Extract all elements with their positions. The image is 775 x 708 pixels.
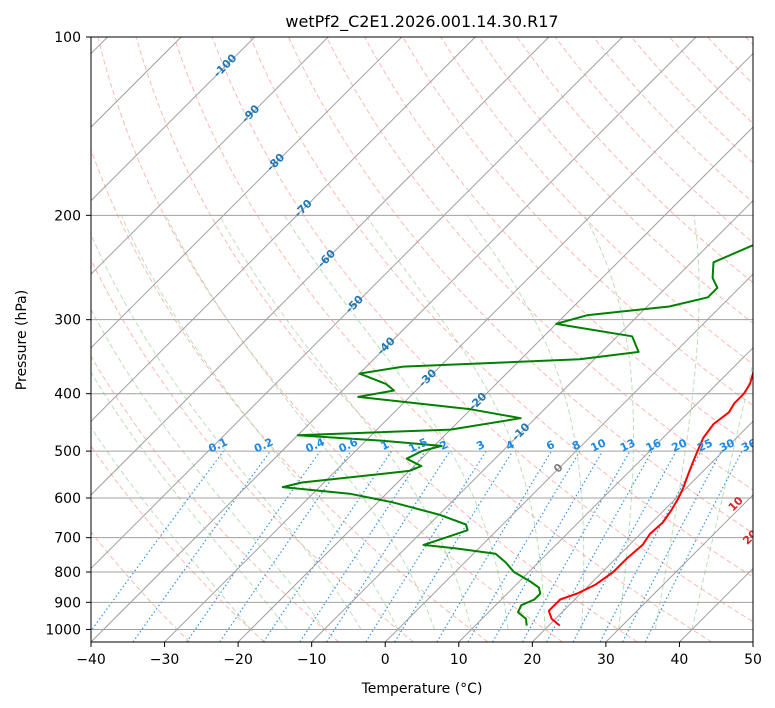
x-tick-label: −10 xyxy=(297,652,327,668)
mixing-ratio-label: 36 xyxy=(739,436,759,454)
mixing-ratio-line xyxy=(394,450,514,642)
dry-adiabat-line xyxy=(326,37,753,491)
dry-adiabat-line xyxy=(516,37,753,284)
mixing-ratio-line xyxy=(299,450,426,642)
isotherm-line xyxy=(458,347,753,642)
mixing-ratio-label: 10 xyxy=(589,436,609,454)
x-axis-title: Temperature (°C) xyxy=(361,681,483,697)
isotherm-line xyxy=(531,420,753,642)
x-tick-label: 0 xyxy=(381,652,390,668)
axis-ticks: −40 −30 −20 −10 0 10 20 30 40 50 100 200 300 400 500 60… xyxy=(45,30,762,668)
mixing-ratio-line xyxy=(521,450,631,642)
isotherm-line xyxy=(91,37,256,202)
chart-title: wetPf2_C2E1.2026.001.14.30.R17 xyxy=(285,12,558,32)
mixing-ratio-line xyxy=(644,450,743,642)
isotherm-line xyxy=(237,126,753,642)
dry-adiabat-line xyxy=(91,355,340,642)
y-tick-label: 800 xyxy=(54,565,81,581)
temperature-profile xyxy=(547,369,753,627)
dry-adiabat-line xyxy=(249,37,753,578)
isotherm-line xyxy=(91,37,476,423)
y-tick-label: 400 xyxy=(54,387,81,403)
mixing-ratio-label: 20 xyxy=(670,436,690,454)
y-tick-label: 700 xyxy=(54,531,81,547)
x-tick-label: 50 xyxy=(744,652,762,668)
isotherm-line xyxy=(311,199,753,642)
dry-adiabat-line xyxy=(91,445,265,642)
mixing-ratio-line xyxy=(91,450,224,632)
isotherm-line xyxy=(91,37,329,275)
y-axis-title: Pressure (hPa) xyxy=(14,290,30,390)
isotherm-line xyxy=(164,52,753,642)
mixing-ratio-line xyxy=(132,450,271,642)
series-layer xyxy=(281,244,753,627)
x-tick-label: −30 xyxy=(150,652,180,668)
isotherm-line xyxy=(384,273,753,642)
y-tick-label: 600 xyxy=(54,491,81,507)
dry-adiabat-line xyxy=(211,37,753,623)
moist-adiabat-line xyxy=(120,215,399,630)
x-tick-label: 20 xyxy=(523,652,541,668)
x-tick-label: −40 xyxy=(76,652,106,668)
mixing-ratio-label: 16 xyxy=(644,436,664,454)
isotherm-line xyxy=(91,37,697,642)
isotherm-line xyxy=(91,37,550,496)
y-tick-label: 500 xyxy=(54,444,81,460)
dry-adiabat-line xyxy=(91,531,191,642)
mixing-ratio-label: 25 xyxy=(695,436,714,454)
mixing-ratio-line xyxy=(186,450,321,642)
x-tick-label: 40 xyxy=(671,652,689,668)
y-tick-label: 300 xyxy=(54,313,81,329)
moist-adiabat-line xyxy=(91,308,325,630)
y-tick-label: 200 xyxy=(54,208,81,224)
mixing-ratio-line xyxy=(326,450,451,642)
mixing-ratio-line xyxy=(219,450,352,642)
y-tick-label: 1000 xyxy=(45,622,81,638)
y-tick-label: 100 xyxy=(54,30,81,46)
dewpoint-profile xyxy=(281,244,753,626)
mixing-ratio-line xyxy=(262,450,392,642)
moist-adiabat-line xyxy=(218,215,472,630)
x-tick-label: 30 xyxy=(597,652,615,668)
mixing-ratio-label: 30 xyxy=(717,436,737,454)
mixing-ratio-label: 13 xyxy=(618,436,637,454)
plot-frame xyxy=(90,36,754,643)
dry-adiabat-line xyxy=(91,148,489,642)
y-tick-label: 900 xyxy=(54,595,81,611)
isotherm-line xyxy=(91,37,623,570)
x-tick-label: −20 xyxy=(223,652,253,668)
dry-adiabat-line xyxy=(402,37,753,407)
dry-adiabat-line xyxy=(97,37,563,642)
dry-adiabat-line xyxy=(135,37,638,642)
dry-adiabat-line xyxy=(478,37,753,324)
x-tick-label: 10 xyxy=(450,652,468,668)
isotherm-line xyxy=(605,494,753,642)
mixing-ratio-line xyxy=(572,450,677,642)
mixing-ratio-line xyxy=(546,450,653,642)
grid-layer xyxy=(91,37,753,642)
isotherm-line xyxy=(91,37,403,349)
